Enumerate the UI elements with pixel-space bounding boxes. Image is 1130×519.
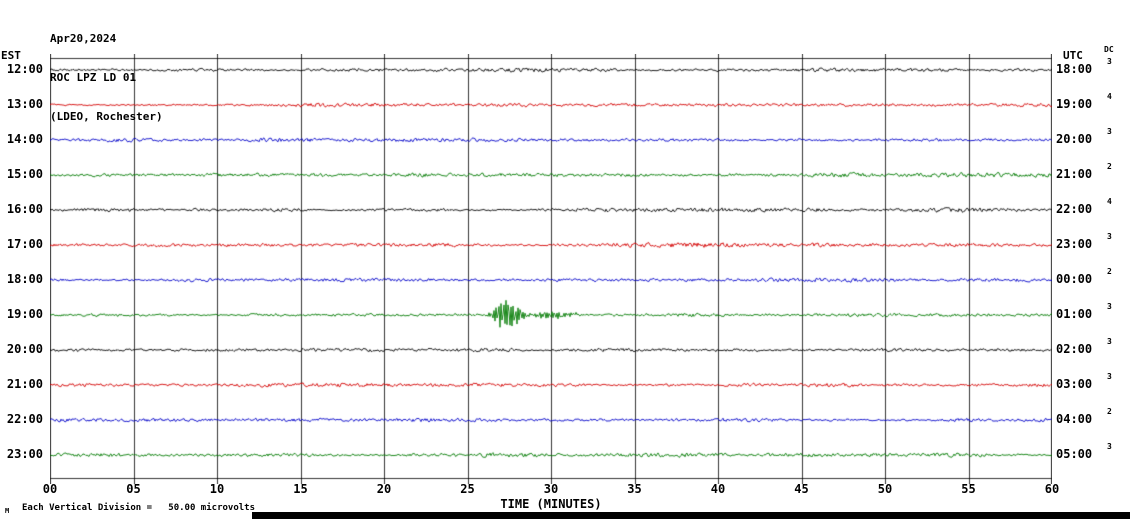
utc-time-label: 19:00 (1056, 97, 1093, 111)
utc-time-label: 23:00 (1056, 237, 1093, 251)
utc-time-label: 05:00 (1056, 447, 1093, 461)
est-time-label: 12:00 (6, 62, 43, 76)
dc-value: 4 (1107, 197, 1112, 206)
dc-values: 3 4 3 2 4 3 2 3 3 3 2 3 (1107, 0, 1123, 519)
dc-value: 2 (1107, 162, 1112, 171)
utc-time-label: 20:00 (1056, 132, 1093, 146)
utc-time-label: 01:00 (1056, 307, 1093, 321)
est-time-label: 17:00 (6, 237, 43, 251)
x-tick-label: 15 (293, 482, 308, 496)
utc-time-label: 04:00 (1056, 412, 1093, 426)
est-time-label: 15:00 (6, 167, 43, 181)
utc-time-label: 00:00 (1056, 272, 1093, 286)
est-time-label: 14:00 (6, 132, 43, 146)
est-time-label: 18:00 (6, 272, 43, 286)
x-tick-label: 30 (543, 482, 559, 496)
dc-value: 3 (1107, 372, 1112, 381)
dc-value: 3 (1107, 302, 1112, 311)
dc-value: 2 (1107, 407, 1112, 416)
dc-value: 3 (1107, 232, 1112, 241)
utc-time-label: 18:00 (1056, 62, 1093, 76)
est-time-label: 19:00 (6, 307, 43, 321)
dc-value: 4 (1107, 92, 1112, 101)
utc-time-label: 22:00 (1056, 202, 1093, 216)
dc-value: 3 (1107, 337, 1112, 346)
x-axis-ticks: 00 05 10 15 20 25 30 35 40 45 50 55 60 (43, 482, 1060, 497)
seismogram-canvas (50, 54, 1052, 484)
dc-column-title: DC (1104, 45, 1114, 54)
x-tick-label: 55 (961, 482, 976, 496)
x-tick-label: 05 (126, 482, 141, 496)
est-time-label: 13:00 (6, 97, 43, 111)
x-tick-label: 45 (794, 482, 809, 496)
x-tick-label: 10 (209, 482, 225, 496)
utc-time-label: 03:00 (1056, 377, 1093, 391)
utc-time-labels: 18:00 19:00 20:00 21:00 22:00 23:00 00:00 01:00… (1056, 0, 1100, 519)
dc-value: 3 (1107, 57, 1112, 66)
est-time-label: 20:00 (6, 342, 43, 356)
dc-value: 3 (1107, 127, 1112, 136)
dc-value: 3 (1107, 442, 1112, 451)
x-tick-label: 40 (710, 482, 726, 496)
est-time-label: 22:00 (6, 412, 43, 426)
corner-glyph: M (5, 507, 10, 515)
left-axis-title: EST (1, 49, 21, 62)
header-date: Apr20,2024 (50, 32, 117, 45)
utc-time-label: 21:00 (1056, 167, 1093, 181)
bottom-black-bar (252, 512, 1130, 519)
scale-note: Each Vertical Division = 50.00 microvolt… (22, 503, 255, 513)
est-time-label: 16:00 (6, 202, 43, 216)
x-tick-label: 20 (376, 482, 392, 496)
est-time-labels: 12:00 13:00 14:00 15:00 16:00 17:00 18:00 19:00… (0, 0, 46, 519)
est-time-label: 23:00 (6, 447, 43, 461)
x-tick-label: 25 (460, 482, 475, 496)
x-tick-label: 50 (877, 482, 893, 496)
x-axis-label: TIME (MINUTES) (500, 497, 602, 511)
x-tick-label: 00 (42, 482, 58, 496)
est-time-label: 21:00 (6, 377, 43, 391)
x-tick-label: 35 (627, 482, 642, 496)
dc-value: 2 (1107, 267, 1112, 276)
x-tick-label: 60 (1044, 482, 1060, 496)
right-axis-title: UTC (1063, 49, 1083, 62)
utc-time-label: 02:00 (1056, 342, 1093, 356)
